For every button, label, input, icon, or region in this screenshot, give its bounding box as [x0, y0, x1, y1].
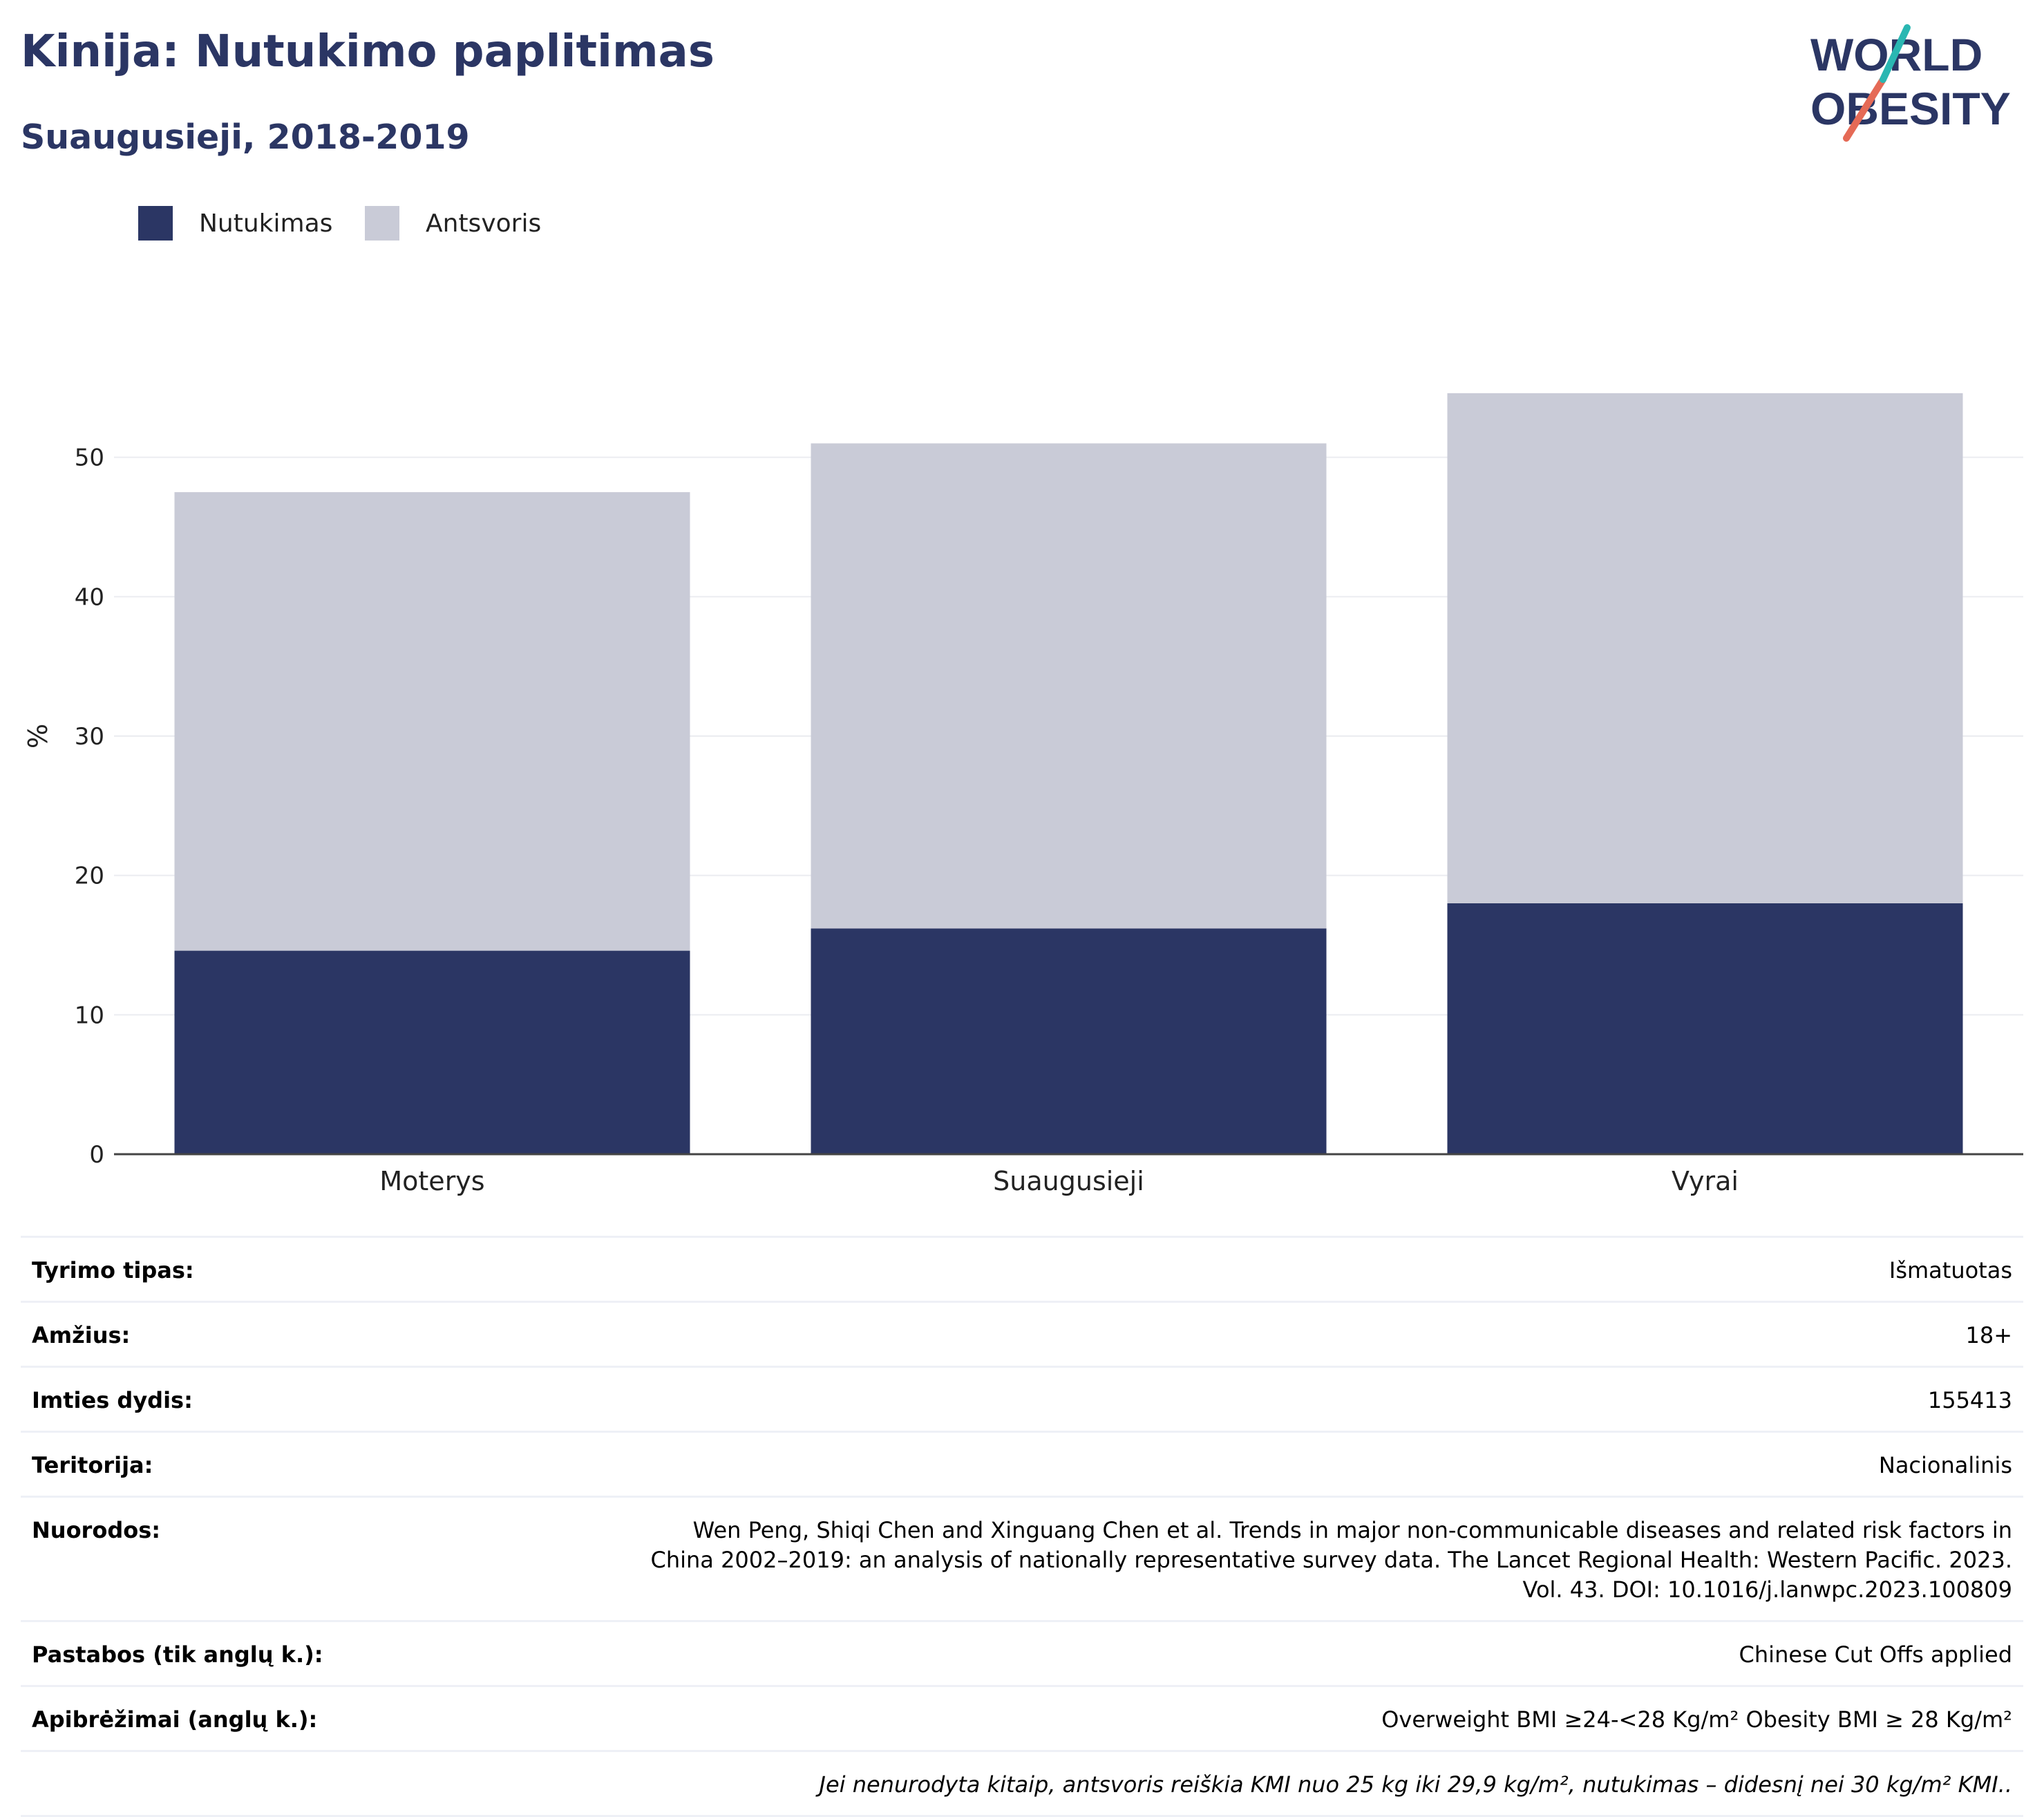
bar-obesity — [811, 928, 1327, 1154]
legend-item-overweight[interactable]: Antsvoris — [365, 206, 541, 241]
info-row-definitions: Apibrėžimai (anglų k.): Overweight BMI ≥… — [21, 1685, 2023, 1750]
chart-subtitle: Suaugusieji, 2018-2019 — [21, 117, 470, 157]
x-tick-label: Moterys — [379, 1166, 484, 1196]
legend-swatch-obesity — [138, 206, 173, 241]
info-label: Teritorija: — [32, 1452, 153, 1478]
info-value: Nacionalinis — [1878, 1452, 2012, 1478]
info-row-sample-size: Imties dydis: 155413 — [21, 1366, 2023, 1431]
info-value: Išmatuotas — [1889, 1257, 2012, 1283]
y-tick-label: 50 — [75, 444, 104, 472]
legend-swatch-overweight — [365, 206, 399, 241]
legend-item-obesity[interactable]: Nutukimas — [138, 206, 332, 241]
bar-overweight — [1447, 393, 1963, 903]
info-value: Chinese Cut Offs applied — [1739, 1641, 2012, 1668]
bar-overweight — [174, 492, 690, 951]
bar-overweight — [811, 443, 1327, 929]
info-label: Nuorodos: — [32, 1517, 161, 1543]
info-table: Tyrimo tipas: Išmatuotas Amžius: 18+ Imt… — [21, 1236, 2023, 1817]
y-tick-label: 10 — [75, 1001, 104, 1029]
bar-obesity — [174, 950, 690, 1154]
info-row-notes: Pastabos (tik anglų k.): Chinese Cut Off… — [21, 1620, 2023, 1685]
info-label: Apibrėžimai (anglų k.): — [32, 1706, 318, 1733]
info-row-survey-type: Tyrimo tipas: Išmatuotas — [21, 1236, 2023, 1301]
footnote: Jei nenurodyta kitaip, antsvoris reiškia… — [819, 1771, 2013, 1798]
y-tick-label: 20 — [75, 863, 104, 890]
bar-chart: 0 10 20 30 40 50% Moterys Suaugusieji Vyrai — [23, 393, 2023, 1196]
info-label: Imties dydis: — [32, 1387, 193, 1413]
info-value: 18+ — [1965, 1322, 2012, 1348]
info-label: Tyrimo tipas: — [32, 1257, 194, 1283]
y-tick-label: 40 — [75, 583, 104, 611]
info-label: Pastabos (tik anglų k.): — [32, 1641, 323, 1668]
info-row-territory: Teritorija: Nacionalinis — [21, 1431, 2023, 1496]
info-label: Amžius: — [32, 1322, 131, 1348]
svg-text:OBESITY: OBESITY — [1810, 83, 2011, 134]
legend-label-obesity: Nutukimas — [199, 209, 333, 238]
info-value: Wen Peng, Shiqi Chen and Xinguang Chen e… — [650, 1517, 2012, 1603]
x-tick-label: Vyrai — [1672, 1166, 1739, 1196]
legend-label-overweight: Antsvoris — [426, 209, 542, 238]
info-value: 155413 — [1927, 1387, 2012, 1413]
y-axis-label: % — [23, 724, 53, 749]
chart-title: Kinija: Nutukimo paplitimas — [21, 26, 715, 77]
world-obesity-logo: WORLD OBESITY — [1810, 24, 2011, 142]
y-tick-label: 30 — [75, 723, 104, 751]
bar-obesity — [1447, 903, 1963, 1154]
info-row-age: Amžius: 18+ — [21, 1301, 2023, 1366]
info-row-references: Nuorodos: Wen Peng, Shiqi Chen and Xingu… — [21, 1496, 2023, 1620]
y-tick-label: 0 — [89, 1141, 104, 1169]
info-row-footnote: Jei nenurodyta kitaip, antsvoris reiškia… — [21, 1750, 2023, 1817]
x-tick-label: Suaugusieji — [993, 1166, 1144, 1196]
info-value: Overweight BMI ≥24-<28 Kg/m² Obesity BMI… — [1381, 1706, 2012, 1733]
